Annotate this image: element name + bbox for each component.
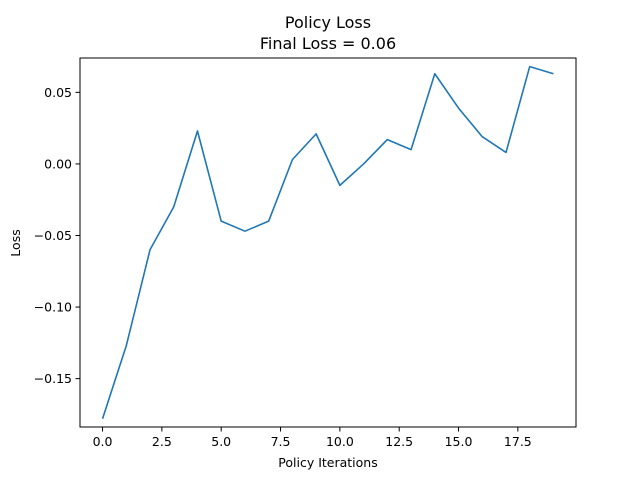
- chart-subtitle: Final Loss = 0.06: [260, 34, 396, 53]
- x-tick-label: 17.5: [504, 434, 532, 449]
- series-line-0: [101, 65, 554, 419]
- x-tick-label: 2.5: [152, 434, 172, 449]
- x-axis-label: Policy Iterations: [278, 455, 377, 470]
- x-tick-label: 5.0: [211, 434, 231, 449]
- x-tick-label: 10.0: [326, 434, 354, 449]
- y-tick-label: 0.05: [44, 85, 72, 100]
- x-tick-label: 15.0: [445, 434, 473, 449]
- plot-frame: [79, 57, 577, 428]
- y-tick-label: −0.10: [34, 300, 72, 315]
- y-tick-label: −0.05: [34, 228, 72, 243]
- x-tick-label: 0.0: [93, 434, 113, 449]
- x-axis-ticks: 0.0 2.5 5.0 7.5 10.0 12.5 15.0 17.5: [93, 427, 532, 449]
- x-tick-label: 7.5: [271, 434, 291, 449]
- x-tick-label: 12.5: [385, 434, 413, 449]
- plot-area: [101, 65, 554, 419]
- y-tick-label: 0.00: [44, 156, 72, 171]
- y-axis-label: Loss: [8, 229, 23, 256]
- chart-title: Policy Loss: [285, 13, 371, 32]
- y-tick-label: −0.15: [34, 371, 72, 386]
- y-axis-ticks: −0.15 −0.10 −0.05 0.00 0.05: [34, 85, 80, 386]
